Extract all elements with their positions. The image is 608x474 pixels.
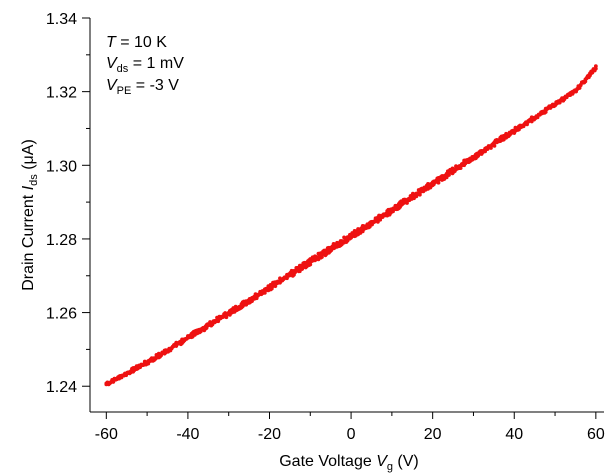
series-line [105, 66, 597, 386]
axes [82, 17, 604, 419]
y-tick-label: 1.28 [46, 232, 77, 249]
annotation-vds: Vds = 1 mV [106, 55, 184, 75]
data-points [104, 64, 598, 387]
y-axis-title-symbol: I [20, 185, 37, 190]
annotation-vds-subscript: ds [117, 63, 129, 75]
x-axis-title-suffix: (V) [393, 453, 419, 470]
y-axis-title-suffix: (μA) [20, 139, 37, 174]
y-tick-label: 1.32 [46, 85, 77, 102]
y-axis-title: Drain Current Ids (μA) [20, 139, 40, 291]
tick-labels: -60 -40 -20 0 20 40 60 1.24 1.26 1.28 1.30 1.32 1.34 [46, 11, 605, 443]
annotation-box: T = 10 K Vds = 1 mV VPE = -3 V [106, 34, 184, 97]
y-axis-title-prefix: Drain Current [20, 190, 37, 290]
x-tick-label: 40 [505, 426, 523, 443]
annotation-vpe-value: = -3 V [131, 77, 179, 94]
annotation-vpe-symbol: V [106, 77, 118, 94]
x-tick-label: 0 [347, 426, 356, 443]
annotation-temperature-symbol: T [106, 34, 117, 51]
x-axis-title-symbol: V [376, 453, 388, 470]
y-axis-title-subscript: ds [28, 174, 40, 186]
annotation-vpe-subscript: PE [117, 85, 132, 97]
x-tick-label: -40 [176, 426, 199, 443]
y-tick-label: 1.24 [46, 379, 77, 396]
y-tick-label: 1.26 [46, 306, 77, 323]
x-axis-title: Gate Voltage Vg (V) [279, 453, 419, 473]
y-tick-label: 1.30 [46, 158, 77, 175]
annotation-temperature-value: = 10 K [116, 34, 167, 51]
x-tick-label: -60 [95, 426, 118, 443]
annotation-temperature: T = 10 K [106, 34, 167, 51]
x-tick-label: 20 [424, 426, 442, 443]
x-tick-label: -20 [258, 426, 281, 443]
x-axis-title-prefix: Gate Voltage [279, 453, 376, 470]
y-tick-label: 1.34 [46, 11, 77, 28]
x-tick-label: 60 [587, 426, 605, 443]
annotation-vpe: VPE = -3 V [106, 77, 179, 97]
annotation-vds-symbol: V [106, 55, 118, 72]
x-axis-title-subscript: g [387, 461, 393, 473]
annotation-vds-value: = 1 mV [128, 55, 184, 72]
